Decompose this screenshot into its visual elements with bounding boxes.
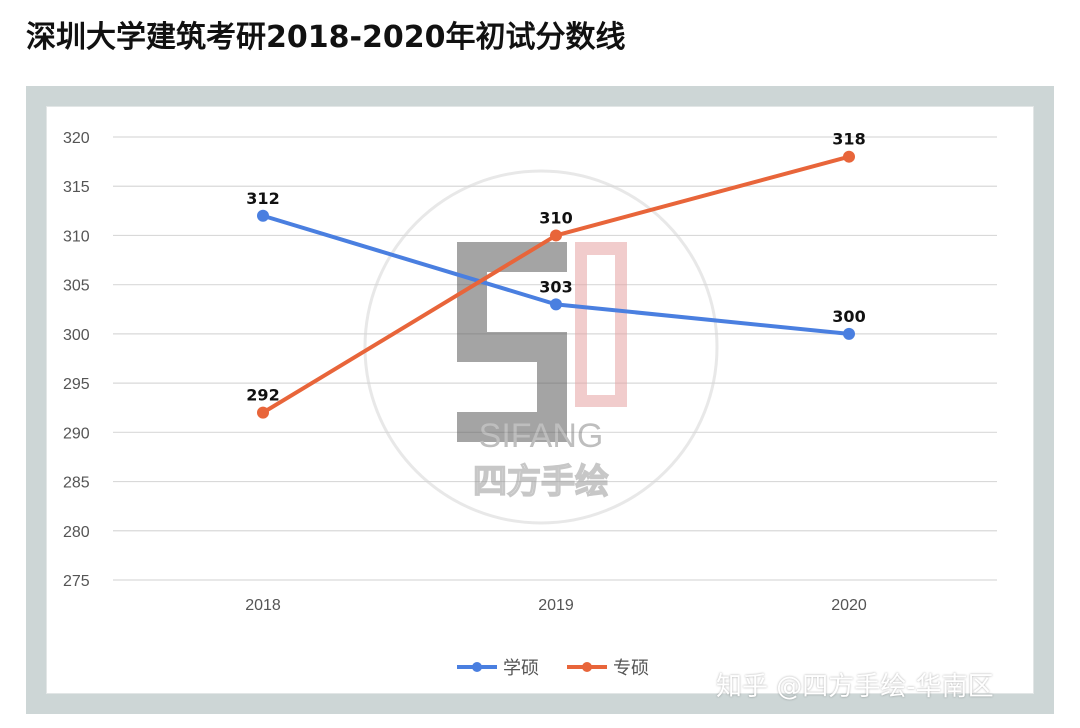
data-label: 303 <box>539 277 572 296</box>
chart-frame: 320 315 310 305 300 295 290 285 280 275 2018 2019 20… <box>26 86 1054 714</box>
grid-layer: 320 315 310 305 300 295 290 285 280 275 2018 2019 20… <box>63 130 997 614</box>
x-tick-label: 2019 <box>538 597 574 614</box>
y-tick-label: 300 <box>63 327 90 344</box>
y-tick-label: 280 <box>63 524 90 541</box>
data-point <box>843 327 855 340</box>
watermark-circle <box>363 169 719 525</box>
watermark-f-glyph <box>575 242 627 407</box>
data-point <box>257 209 269 222</box>
y-tick-label: 285 <box>63 475 90 492</box>
chart-panel: 320 315 310 305 300 295 290 285 280 275 2018 2019 20… <box>46 106 1034 694</box>
legend-marker <box>582 662 592 672</box>
watermark-s-glyph <box>457 242 567 442</box>
data-label: 318 <box>832 130 865 149</box>
y-tick-label: 295 <box>63 376 90 393</box>
legend-label: 专硕 <box>613 658 649 679</box>
series-layer <box>257 150 855 419</box>
legend: 学硕 专硕 <box>457 658 649 679</box>
data-point <box>257 406 269 419</box>
footer-watermark: 知乎 @四方手绘-华南区 <box>716 672 994 702</box>
legend-label: 学硕 <box>503 658 539 679</box>
y-tick-label: 305 <box>63 278 90 295</box>
x-tick-label: 2018 <box>245 597 281 614</box>
y-tick-label: 320 <box>63 130 90 147</box>
y-tick-label: 315 <box>63 179 90 196</box>
legend-marker <box>472 662 482 672</box>
y-tick-label: 290 <box>63 425 90 442</box>
data-point <box>550 298 562 311</box>
data-labels-layer: 312 303 300 292 310 318 <box>246 130 865 405</box>
data-point <box>843 150 855 163</box>
page-title: 深圳大学建筑考研2018-2020年初试分数线 <box>26 20 626 55</box>
y-tick-label: 275 <box>63 573 90 590</box>
data-label: 312 <box>246 189 279 208</box>
data-label: 310 <box>539 208 572 227</box>
data-point <box>550 229 562 242</box>
watermark-brand-text: SIFANG <box>479 417 604 455</box>
data-label: 292 <box>246 386 279 405</box>
watermark-brand-cn: 四方手绘 <box>473 462 609 502</box>
sifang-watermark: SIFANG 四方手绘 <box>363 169 719 525</box>
line-chart: 320 315 310 305 300 295 290 285 280 275 2018 2019 20… <box>63 130 997 679</box>
x-tick-label: 2020 <box>831 597 867 614</box>
y-tick-label: 310 <box>63 228 90 245</box>
data-label: 300 <box>832 307 865 326</box>
